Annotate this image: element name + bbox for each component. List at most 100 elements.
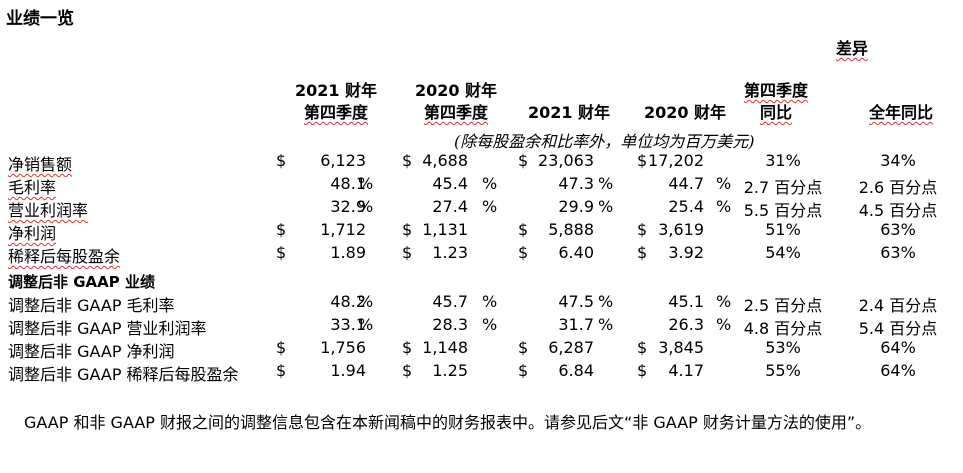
- table-row: 调整后非 GAAP 净利润 $1,756 $1,148 $6,287 $3,845 53%…: [0, 338, 963, 361]
- cell-value: 3,619: [658, 220, 704, 239]
- q4-yoy-value: 51%: [765, 220, 801, 239]
- percent-sign: %: [482, 315, 498, 334]
- dollar-sign: $: [276, 220, 287, 239]
- cell-value: 1,756: [320, 338, 366, 357]
- cell-value: 5,888: [548, 220, 594, 239]
- row-label: 净销售额: [8, 155, 73, 174]
- difference-header: 差异: [836, 39, 869, 58]
- q4-yoy-value: 54%: [765, 243, 801, 262]
- full-yoy-value: 34%: [880, 151, 916, 170]
- table-row: 净利润 $1,712 $1,131 $5,888 $3,619 51% 63%: [0, 220, 963, 243]
- dollar-sign: $: [276, 338, 287, 357]
- cell-value: 44.7: [668, 174, 704, 193]
- full-yoy-value: 63%: [880, 243, 916, 262]
- cell-value: 31.7: [558, 315, 594, 334]
- cell-value: 48.2: [330, 292, 366, 311]
- cell-value: 3.92: [668, 243, 704, 262]
- row-label: 毛利率: [8, 178, 57, 197]
- cell-value: 32.9: [330, 197, 366, 216]
- row-label: 稀释后每股盈余: [8, 247, 121, 266]
- row-label: 调整后非 GAAP 营业利润率: [8, 319, 207, 338]
- q4-yoy-value: 5.5 百分点: [743, 201, 823, 220]
- percent-sign: %: [598, 174, 614, 193]
- row-label: 调整后非 GAAP 毛利率: [8, 296, 175, 315]
- dollar-sign: $: [518, 151, 529, 170]
- table-row: 调整后非 GAAP 营业利润率 33.1% 28.3% 31.7% 26.3% 4.8 百…: [0, 315, 963, 338]
- col-header-q4-yoy-line2: 同比: [759, 103, 792, 122]
- cell-value: 4.17: [668, 361, 704, 380]
- q4-yoy-value: 4.8 百分点: [743, 319, 823, 338]
- cell-value: 6,287: [548, 338, 594, 357]
- q4-yoy-value: 2.5 百分点: [743, 296, 823, 315]
- cell-value: 33.1: [330, 315, 366, 334]
- col-header-fy2021-label: 2021 财年: [294, 81, 378, 100]
- full-yoy-value: 64%: [880, 361, 916, 380]
- percent-sign: %: [482, 197, 498, 216]
- col-header-fy2020-full: 2020 财年: [643, 103, 727, 122]
- percent-sign: %: [358, 292, 374, 311]
- percent-sign: %: [716, 174, 732, 193]
- dollar-sign: $: [402, 220, 413, 239]
- page-title: 业绩一览: [6, 9, 74, 29]
- full-yoy-value: 4.5 百分点: [858, 201, 938, 220]
- percent-sign: %: [358, 197, 374, 216]
- full-yoy-value: 2.4 百分点: [858, 296, 938, 315]
- full-yoy-value: 64%: [880, 338, 916, 357]
- cell-value: 45.1: [668, 292, 704, 311]
- cell-value: 48.1: [330, 174, 366, 193]
- cell-value: 28.3: [432, 315, 468, 334]
- row-label: 营业利润率: [8, 201, 89, 220]
- cell-value: 47.3: [558, 174, 594, 193]
- table-row: 营业利润率 32.9% 27.4% 29.9% 25.4% 5.5 百分点 4.5 百分点: [0, 197, 963, 220]
- cell-value: 45.7: [432, 292, 468, 311]
- footnote: GAAP 和非 GAAP 财报之间的调整信息包含在本新闻稿中的财务报表中。请参见…: [24, 413, 872, 432]
- percent-sign: %: [716, 315, 732, 334]
- cell-value: 29.9: [558, 197, 594, 216]
- table-row: 净销售额 $6,123 $4,688 $23,063 $17,202 31% 34%: [0, 151, 963, 174]
- cell-value: 27.4: [432, 197, 468, 216]
- dollar-sign: $: [402, 243, 413, 262]
- col-header-q4-label: 第四季度: [303, 103, 368, 122]
- col-header-q4-yoy: 第四季度 同比: [730, 80, 822, 124]
- cell-value: 4,688: [422, 151, 468, 170]
- col-header-fy2020-q4: 2020 财年 第四季度: [410, 80, 502, 124]
- table-row: 稀释后每股盈余 $1.89 $1.23 $6.40 $3.92 54% 63%: [0, 243, 963, 266]
- cell-value: 6.40: [558, 243, 594, 262]
- cell-value: 1.23: [432, 243, 468, 262]
- row-label: 调整后非 GAAP 稀释后每股盈余: [8, 365, 239, 384]
- q4-yoy-value: 55%: [765, 361, 801, 380]
- table-row: 调整后非 GAAP 稀释后每股盈余 $1.94 $1.25 $6.84 $4.17 55%…: [0, 361, 963, 384]
- cell-value: 1,131: [422, 220, 468, 239]
- dollar-sign: $: [276, 243, 287, 262]
- percent-sign: %: [358, 315, 374, 334]
- col-header-q4-label-2: 第四季度: [423, 103, 488, 122]
- percent-sign: %: [482, 292, 498, 311]
- percent-sign: %: [716, 292, 732, 311]
- cell-value: 47.5: [558, 292, 594, 311]
- cell-value: 1.25: [432, 361, 468, 380]
- percent-sign: %: [716, 197, 732, 216]
- table-row: 毛利率 48.1% 45.4% 47.3% 44.7% 2.7 百分点 2.6 百分点: [0, 174, 963, 197]
- dollar-sign: $: [276, 151, 287, 170]
- col-header-fy2021-full: 2021 财年: [527, 103, 611, 122]
- full-yoy-value: 2.6 百分点: [858, 178, 938, 197]
- dollar-sign: $: [402, 151, 413, 170]
- dollar-sign: $: [402, 361, 413, 380]
- q4-yoy-value: 53%: [765, 338, 801, 357]
- dollar-sign: $: [518, 243, 529, 262]
- cell-value: 1,148: [422, 338, 468, 357]
- adjusted-section-header: 调整后非 GAAP 业绩: [8, 273, 155, 291]
- q4-yoy-value: 2.7 百分点: [743, 178, 823, 197]
- cell-value: 25.4: [668, 197, 704, 216]
- dollar-sign: $: [637, 243, 648, 262]
- cell-value: 17,202: [648, 151, 704, 170]
- percent-sign: %: [482, 174, 498, 193]
- cell-value: 23,063: [538, 151, 594, 170]
- dollar-sign: $: [637, 151, 648, 170]
- cell-value: 6,123: [320, 151, 366, 170]
- row-label: 净利润: [8, 224, 57, 243]
- full-yoy-value: 63%: [880, 220, 916, 239]
- cell-value: 1.94: [330, 361, 366, 380]
- dollar-sign: $: [637, 361, 648, 380]
- cell-value: 1,712: [320, 220, 366, 239]
